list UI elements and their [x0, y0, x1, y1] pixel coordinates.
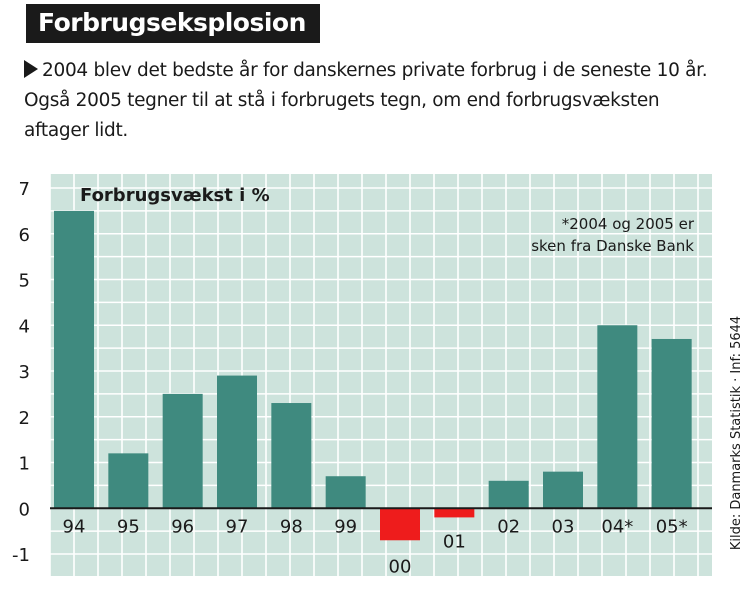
y-tick-label: 6 — [19, 225, 30, 246]
x-tick-label: 04* — [601, 516, 633, 537]
x-tick-label: 00 — [389, 556, 412, 577]
y-tick-label: -1 — [12, 545, 30, 566]
bar — [162, 393, 203, 509]
source-credit: Kilde: Danmarks Statistik · Inf: 5644 — [729, 316, 744, 550]
chart-title: Forbrugseksplosion — [26, 4, 320, 43]
bar — [108, 453, 149, 509]
x-tick-label: 96 — [171, 516, 194, 537]
y-tick-label: 7 — [19, 179, 30, 200]
bars-group — [54, 210, 692, 541]
bar — [380, 508, 420, 541]
bar — [325, 476, 366, 509]
bar — [488, 480, 529, 509]
x-tick-label: 99 — [334, 516, 357, 537]
y-tick-label: 0 — [19, 499, 30, 520]
y-tick-label: 1 — [19, 454, 30, 475]
intro-text: 2004 blev det bedste år for danskernes p… — [24, 56, 714, 146]
x-tick-label: 05* — [656, 516, 688, 537]
bar — [543, 471, 583, 509]
y-axis-ticks: -1 0 1 2 3 4 5 6 7 — [12, 179, 30, 566]
x-axis-ticks: 94 95 96 97 98 99 00 01 02 03 04* 05* — [63, 516, 688, 577]
triangle-bullet-icon — [24, 60, 38, 78]
y-tick-label: 5 — [19, 271, 30, 292]
x-tick-label: 02 — [497, 516, 520, 537]
bar — [217, 375, 257, 509]
bar — [651, 338, 692, 509]
x-tick-label: 01 — [443, 531, 466, 552]
bar — [54, 210, 94, 509]
x-tick-label: 95 — [117, 516, 140, 537]
chart-container: -1 0 1 2 3 4 5 6 7 94 95 96 97 98 99 00 01 02 03 04* 05* Fo… — [0, 166, 750, 600]
chart-note-line-2: sken fra Danske Bank — [531, 237, 694, 255]
x-tick-label: 98 — [280, 516, 303, 537]
y-tick-label: 2 — [19, 408, 30, 429]
bar — [597, 325, 638, 509]
x-tick-label: 97 — [226, 516, 249, 537]
intro-paragraph: 2004 blev det bedste år for danskernes p… — [24, 60, 708, 141]
y-tick-label: 4 — [19, 316, 30, 337]
bar — [434, 508, 475, 518]
y-axis-label: Forbrugsvækst i % — [80, 185, 270, 206]
x-tick-label: 03 — [552, 516, 575, 537]
bar — [271, 403, 312, 509]
y-tick-label: 3 — [19, 362, 30, 383]
x-tick-label: 94 — [63, 516, 86, 537]
chart-note-line-1: *2004 og 2005 er — [562, 215, 695, 233]
